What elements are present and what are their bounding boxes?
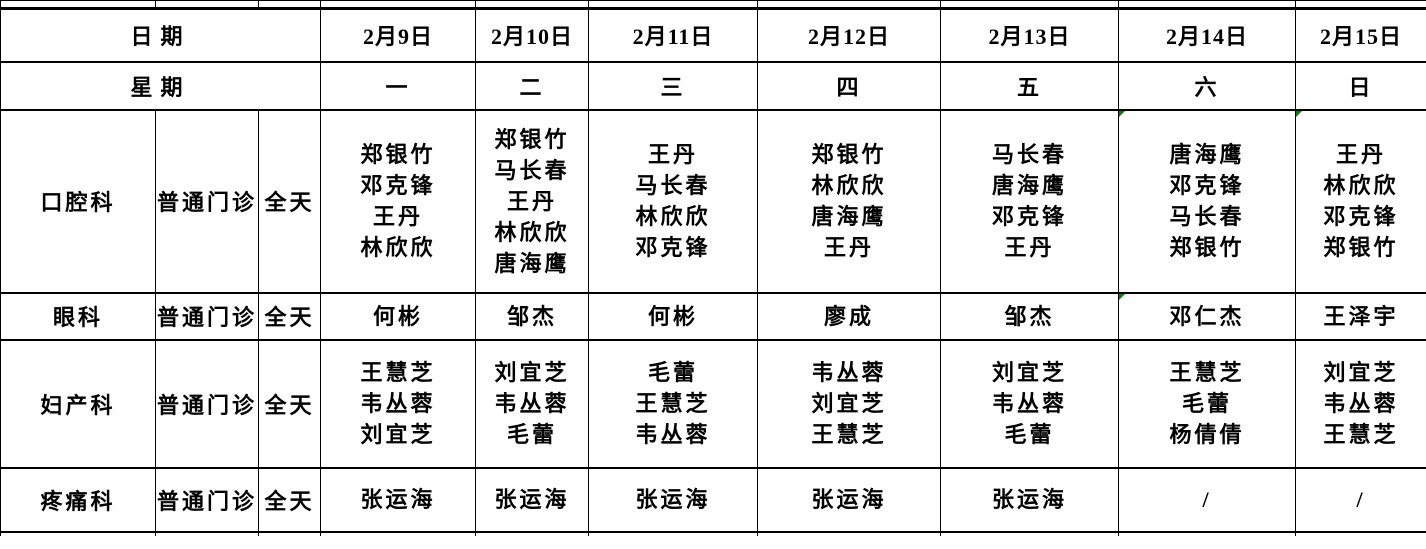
empty-cell[interactable]: [757, 531, 941, 536]
department-cell[interactable]: 疼痛科: [0, 467, 156, 533]
empty-cell[interactable]: [1118, 0, 1296, 10]
schedule-cell[interactable]: 王慧芝 韦丛蓉 刘宜芝: [320, 339, 476, 469]
weekday-cell[interactable]: 日: [1295, 61, 1426, 111]
empty-cell[interactable]: [757, 0, 941, 10]
empty-cell[interactable]: [475, 0, 589, 10]
empty-cell[interactable]: [940, 531, 1119, 536]
schedule-cell[interactable]: 郑银竹 马长春 王丹 林欣欣 唐海鹰: [475, 109, 589, 294]
schedule-cell[interactable]: 王慧芝 毛蕾 杨倩倩: [1118, 339, 1296, 469]
schedule-table: 日期 2月9日 2月10日 2月11日 2月12日 2月13日 2月14日 2月15日 星期一二…: [0, 0, 1426, 536]
schedule-cell[interactable]: 刘宜芝 韦丛蓉 王慧芝: [1295, 339, 1426, 469]
department-cell[interactable]: 妇产科: [0, 339, 156, 469]
schedule-cell[interactable]: 郑银竹 邓克锋 王丹 林欣欣: [320, 109, 476, 294]
schedule-cell[interactable]: 王丹 林欣欣 邓克锋 郑银竹: [1295, 109, 1426, 294]
schedule-cell[interactable]: 韦丛蓉 刘宜芝 王慧芝: [757, 339, 941, 469]
partial-row-bottom: [0, 531, 1426, 536]
schedule-cell[interactable]: 唐海鹰 邓克锋 马长春 郑银竹: [1118, 109, 1296, 294]
schedule-cell[interactable]: 何彬: [588, 292, 758, 341]
schedule-cell[interactable]: 王丹 马长春 林欣欣 邓克锋: [588, 109, 758, 294]
clinic-type-cell[interactable]: 普通门诊: [155, 109, 259, 294]
weekday-cell[interactable]: 五: [940, 61, 1119, 111]
schedule-cell[interactable]: 刘宜芝 韦丛蓉 毛蕾: [940, 339, 1119, 469]
schedule-cell[interactable]: 廖成: [757, 292, 941, 341]
empty-cell[interactable]: [0, 0, 156, 10]
schedule-cell[interactable]: 刘宜芝 韦丛蓉 毛蕾: [475, 339, 589, 469]
schedule-cell[interactable]: /: [1118, 467, 1296, 533]
empty-cell[interactable]: [258, 0, 321, 10]
schedule-cell[interactable]: 邓仁杰: [1118, 292, 1296, 341]
schedule-cell[interactable]: 王泽宇: [1295, 292, 1426, 341]
week-header-cell[interactable]: 星期: [0, 61, 321, 111]
empty-cell[interactable]: [1118, 531, 1296, 536]
department-row: 口腔科 普通门诊 全天 郑银竹 邓克锋 王丹 林欣欣 郑银竹 马长春 王丹 林欣欣 唐海…: [0, 109, 1426, 294]
partial-row-top: [0, 0, 1426, 10]
department-row: 妇产科 普通门诊 全天 王慧芝 韦丛蓉 刘宜芝 刘宜芝 韦丛蓉 毛蕾 毛蕾 王慧芝 韦丛蓉…: [0, 339, 1426, 469]
empty-cell[interactable]: [155, 0, 259, 10]
date-cell[interactable]: 2月9日: [320, 8, 476, 63]
date-cell[interactable]: 2月11日: [588, 8, 758, 63]
error-indicator-icon: [1119, 293, 1125, 300]
session-cell[interactable]: 全天: [258, 292, 321, 341]
date-cell[interactable]: 2月10日: [475, 8, 589, 63]
clinic-type-cell[interactable]: 普通门诊: [155, 339, 259, 469]
weekday-cell[interactable]: 六: [1118, 61, 1296, 111]
schedule-cell[interactable]: 邹杰: [940, 292, 1119, 341]
session-cell[interactable]: 全天: [258, 339, 321, 469]
date-cell[interactable]: 2月12日: [757, 8, 941, 63]
empty-cell[interactable]: [1295, 531, 1426, 536]
error-indicator-icon: [1119, 110, 1125, 117]
weekday-cell[interactable]: 一: [320, 61, 476, 111]
clinic-type-cell[interactable]: 普通门诊: [155, 467, 259, 533]
empty-cell[interactable]: [320, 0, 476, 10]
schedule-cell[interactable]: 邹杰: [475, 292, 589, 341]
schedule-cell[interactable]: 张运海: [320, 467, 476, 533]
empty-cell[interactable]: [320, 531, 476, 536]
schedule-cell[interactable]: 张运海: [940, 467, 1119, 533]
error-indicator-icon: [1296, 110, 1302, 117]
weekday-cell[interactable]: 四: [757, 61, 941, 111]
schedule-cell[interactable]: 何彬: [320, 292, 476, 341]
date-row: 日期 2月9日 2月10日 2月11日 2月12日 2月13日 2月14日 2月15日: [0, 8, 1426, 63]
date-cell[interactable]: 2月13日: [940, 8, 1119, 63]
empty-cell[interactable]: [940, 0, 1119, 10]
session-cell[interactable]: 全天: [258, 109, 321, 294]
empty-cell[interactable]: [0, 531, 156, 536]
weekday-cell[interactable]: 二: [475, 61, 589, 111]
department-row: 眼科 普通门诊 全天 何彬 邹杰 何彬 廖成 邹杰 邓仁杰 王泽宇: [0, 292, 1426, 341]
date-cell[interactable]: 2月15日: [1295, 8, 1426, 63]
empty-cell[interactable]: [588, 531, 758, 536]
schedule-cell[interactable]: /: [1295, 467, 1426, 533]
schedule-cell[interactable]: 张运海: [475, 467, 589, 533]
empty-cell[interactable]: [588, 0, 758, 10]
empty-cell[interactable]: [1295, 0, 1426, 10]
date-header-cell[interactable]: 日期: [0, 8, 321, 63]
schedule-cell[interactable]: 马长春 唐海鹰 邓克锋 王丹: [940, 109, 1119, 294]
empty-cell[interactable]: [258, 531, 321, 536]
schedule-cell[interactable]: 郑银竹 林欣欣 唐海鹰 王丹: [757, 109, 941, 294]
department-row: 疼痛科 普通门诊 全天 张运海 张运海 张运海 张运海 张运海 / /: [0, 467, 1426, 533]
week-row: 星期一二三四五六日: [0, 61, 1426, 111]
schedule-cell[interactable]: 张运海: [757, 467, 941, 533]
empty-cell[interactable]: [475, 531, 589, 536]
date-cell[interactable]: 2月14日: [1118, 8, 1296, 63]
empty-cell[interactable]: [155, 531, 259, 536]
department-cell[interactable]: 眼科: [0, 292, 156, 341]
weekday-cell[interactable]: 三: [588, 61, 758, 111]
schedule-cell[interactable]: 毛蕾 王慧芝 韦丛蓉: [588, 339, 758, 469]
clinic-type-cell[interactable]: 普通门诊: [155, 292, 259, 341]
session-cell[interactable]: 全天: [258, 467, 321, 533]
department-cell[interactable]: 口腔科: [0, 109, 156, 294]
schedule-cell[interactable]: 张运海: [588, 467, 758, 533]
